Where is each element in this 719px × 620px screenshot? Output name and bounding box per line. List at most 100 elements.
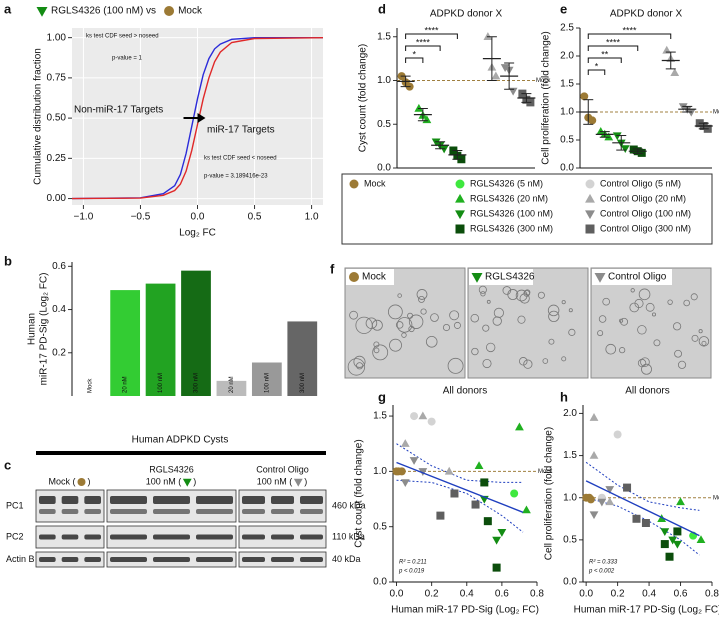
category-label: 300 nM (300, 373, 306, 393)
marker (409, 457, 419, 465)
marker (439, 145, 449, 154)
y-axis-label: Cumulative distribution fraction (33, 48, 44, 185)
cyst (653, 339, 661, 347)
cyst (485, 342, 496, 353)
annotation: p-value = 1 (112, 56, 143, 62)
cyst (430, 313, 439, 322)
annotation: p-value = 3.189416e-23 (204, 174, 268, 180)
cyst (493, 307, 504, 318)
cyst (548, 338, 555, 345)
significance-bracket (405, 45, 441, 51)
blot-band (242, 557, 265, 562)
cyst (620, 317, 629, 326)
blot-band (39, 534, 56, 540)
y-tick-label: 0.6 (52, 261, 66, 272)
series-label: Non-miR-17 Targets (74, 105, 163, 116)
cyst (602, 297, 611, 306)
cyst (447, 357, 464, 374)
blot-band (271, 509, 294, 514)
marker (676, 497, 685, 506)
marker (455, 179, 465, 189)
significance-label: * (595, 61, 599, 71)
cyst (373, 347, 380, 354)
y-tick-label: 1.0 (563, 492, 577, 503)
blot-band (84, 496, 101, 504)
marker (589, 450, 599, 459)
legend-label: Control Oligo (300 nM) (600, 223, 691, 233)
blot-band (196, 509, 233, 514)
marker (604, 132, 614, 141)
y-tick-label: 0.0 (373, 577, 387, 588)
marker (492, 563, 501, 572)
y-tick-label: 0.50 (47, 113, 67, 124)
blot-band (61, 509, 79, 514)
significance-bracket (405, 33, 458, 39)
y-tick-label: 0.00 (47, 193, 67, 204)
blot-band (242, 496, 265, 504)
marker (686, 108, 696, 117)
blot-panel (35, 489, 105, 523)
marker (589, 413, 599, 421)
significance-bracket (587, 69, 606, 75)
blot-group-label: 100 nM ( (257, 476, 293, 486)
blot-band (39, 557, 56, 562)
cyst (630, 288, 635, 293)
y-axis-label: Cyst count (fold change) (358, 44, 369, 152)
cyst (395, 321, 404, 329)
marker (414, 103, 424, 112)
y-tick-label: 0.2 (52, 347, 66, 358)
y-tick-label: 2.0 (563, 408, 577, 419)
y-tick-label: 1.5 (560, 79, 574, 90)
blot-panel (106, 489, 237, 523)
x-tick-label: −0.5 (131, 212, 151, 223)
cyst (698, 329, 703, 334)
marker (293, 478, 303, 487)
y-tick-label: 1.0 (560, 107, 574, 118)
legend-box (341, 173, 713, 245)
blot-band (196, 496, 233, 504)
cyst (619, 318, 624, 323)
marker (515, 422, 524, 431)
cyst (442, 323, 451, 332)
cyst (523, 359, 533, 369)
y-tick-label: 0.5 (373, 521, 387, 532)
fit-line (585, 480, 700, 537)
marker (480, 478, 489, 487)
blot-band (300, 509, 323, 514)
cyst (652, 312, 656, 317)
blot-band (300, 557, 323, 562)
image-label: RGLS4326 (485, 272, 535, 283)
bar (251, 362, 282, 396)
cyst (449, 310, 460, 321)
blot-band (153, 509, 190, 514)
category-label: 20 nM (229, 376, 235, 393)
y-tick-label: 1.5 (377, 31, 391, 42)
significance-bracket (587, 57, 622, 63)
cyst (418, 295, 425, 303)
marker (450, 489, 459, 498)
x-tick-label: 0.0 (191, 212, 205, 223)
marker (522, 505, 531, 514)
stat-label: R² = 0.211 (399, 560, 427, 566)
stat-label: p < 0.002 (588, 569, 615, 575)
marker (164, 6, 175, 16)
cyst (619, 347, 626, 354)
blot-band (110, 557, 147, 562)
cyst (482, 324, 490, 332)
legend-label: RGLS4326 (20 nM) (470, 193, 548, 203)
marker (637, 148, 646, 157)
cyst (674, 349, 682, 358)
arrow-head (197, 113, 206, 123)
x-tick-label: 0.6 (495, 589, 509, 600)
cyst (480, 291, 486, 297)
cyst (416, 289, 428, 300)
marker (349, 179, 359, 189)
x-axis-label: Log₂ FC (179, 228, 216, 239)
cyst (638, 288, 651, 301)
x-tick-label: 0.2 (425, 589, 439, 600)
marker (497, 529, 507, 537)
reference-label: Mock (536, 78, 551, 84)
cyst (691, 334, 699, 342)
marker (455, 224, 465, 234)
cyst (548, 310, 560, 322)
